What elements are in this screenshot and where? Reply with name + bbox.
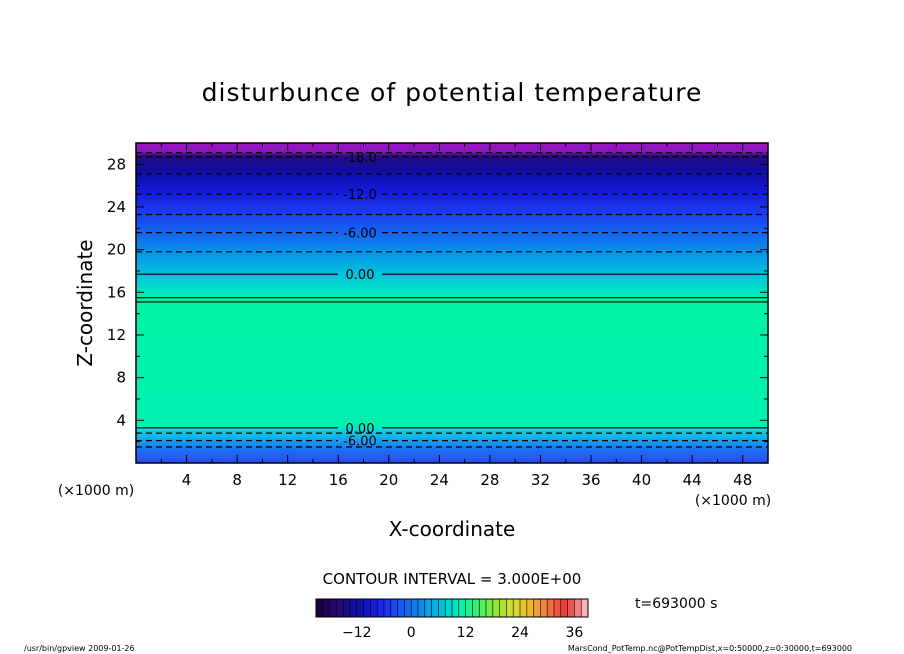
colorbar-bin xyxy=(384,599,392,617)
contour-lines: -18.0-12.0-6.000.000.00-6.00 xyxy=(136,151,768,450)
colorbar-bin xyxy=(574,599,582,617)
colorbar xyxy=(316,599,589,617)
colorbar-bin xyxy=(370,599,378,617)
contour-label: -6.00 xyxy=(343,227,377,242)
colorbar-tick-label: −12 xyxy=(342,625,372,641)
x-tick-label: 12 xyxy=(278,471,297,489)
y-tick-label: 12 xyxy=(107,326,126,344)
x-tick-label: 32 xyxy=(531,471,550,489)
x-units-left: (×1000 m) xyxy=(58,483,134,499)
contour-label: -18.0 xyxy=(343,151,377,166)
colorbar-bin xyxy=(492,599,500,617)
colorbar-bin xyxy=(390,599,398,617)
colorbar-bin xyxy=(418,599,426,617)
x-tick-label: 36 xyxy=(581,471,600,489)
colorbar-bin xyxy=(547,599,555,617)
colorbar-frame xyxy=(315,598,589,618)
y-tick-labels: 4 8 12 16 20 24 28 xyxy=(107,155,126,429)
heatmap-field xyxy=(136,143,768,463)
x-tick-label: 44 xyxy=(683,471,702,489)
colorbar-tick-labels: −12 0 12 24 36 xyxy=(342,625,583,641)
x-tick-label: 16 xyxy=(329,471,348,489)
x-tick-label: 8 xyxy=(232,471,242,489)
colorbar-bin xyxy=(465,599,473,617)
colorbar-bin xyxy=(526,599,534,617)
contour-label: -12.0 xyxy=(343,188,377,203)
y-tick-label: 20 xyxy=(107,241,126,259)
x-tick-label: 20 xyxy=(379,471,398,489)
chart-title: disturbunce of potential temperature xyxy=(202,78,703,107)
footer-left: /usr/bin/gpview 2009-01-26 xyxy=(24,644,135,653)
colorbar-bin xyxy=(533,599,541,617)
colorbar-bin xyxy=(329,599,337,617)
colorbar-bin xyxy=(581,599,589,617)
x-axis-label: X-coordinate xyxy=(389,517,516,541)
colorbar-bin xyxy=(431,599,439,617)
colorbar-bin xyxy=(316,599,324,617)
colorbar-bin xyxy=(438,599,446,617)
time-label: t=693000 s xyxy=(635,596,717,612)
colorbar-bin xyxy=(411,599,419,617)
contour-label: -6.00 xyxy=(343,435,377,450)
plot-frame xyxy=(135,142,769,464)
y-tick-label: 16 xyxy=(107,283,126,301)
x-tick-label: 4 xyxy=(182,471,192,489)
colorbar-bin xyxy=(554,599,562,617)
colorbar-bin xyxy=(356,599,364,617)
colorbar-bin xyxy=(486,599,494,617)
colorbar-tick-label: 36 xyxy=(565,625,583,641)
colorbar-bin xyxy=(560,599,568,617)
y-tick-label: 4 xyxy=(116,411,126,429)
colorbar-bin xyxy=(520,599,528,617)
x-tick-label: 40 xyxy=(632,471,651,489)
colorbar-bin xyxy=(445,599,453,617)
colorbar-bin xyxy=(336,599,344,617)
colorbar-bin xyxy=(404,599,412,617)
y-tick-label: 8 xyxy=(116,369,126,387)
y-tick-label: 28 xyxy=(107,155,126,173)
colorbar-bin xyxy=(540,599,548,617)
colorbar-bin xyxy=(567,599,575,617)
contour-interval-text: CONTOUR INTERVAL = 3.000E+00 xyxy=(323,570,582,588)
colorbar-tick-label: 0 xyxy=(407,625,416,641)
axis-ticks xyxy=(136,143,768,463)
colorbar-bin xyxy=(506,599,514,617)
colorbar-bin xyxy=(397,599,405,617)
colorbar-bin xyxy=(322,599,330,617)
colorbar-bin xyxy=(458,599,466,617)
colorbar-tick-label: 12 xyxy=(457,625,475,641)
colorbar-bin xyxy=(472,599,480,617)
contour-label: 0.00 xyxy=(346,268,375,283)
footer-right: MarsCond_PotTemp.nc@PotTempDist,x=0:5000… xyxy=(568,644,852,653)
colorbar-bin xyxy=(479,599,487,617)
colorbar-bin xyxy=(424,599,432,617)
x-tick-labels: 4 8 12 16 20 24 28 32 36 40 44 48 xyxy=(182,471,752,489)
x-tick-label: 48 xyxy=(733,471,752,489)
colorbar-bin xyxy=(350,599,358,617)
x-units-right: (×1000 m) xyxy=(695,493,771,509)
y-tick-label: 24 xyxy=(107,198,126,216)
colorbar-tick-label: 24 xyxy=(511,625,529,641)
colorbar-bin xyxy=(513,599,521,617)
colorbar-bin xyxy=(377,599,385,617)
colorbar-bin xyxy=(343,599,351,617)
x-tick-label: 24 xyxy=(430,471,449,489)
y-axis-label: Z-coordinate xyxy=(73,239,97,366)
colorbar-bin xyxy=(499,599,507,617)
colorbar-bin xyxy=(452,599,460,617)
colorbar-bin xyxy=(363,599,371,617)
x-tick-label: 28 xyxy=(480,471,499,489)
